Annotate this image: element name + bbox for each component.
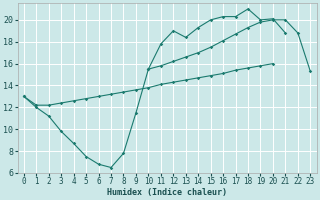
X-axis label: Humidex (Indice chaleur): Humidex (Indice chaleur) xyxy=(107,188,227,197)
